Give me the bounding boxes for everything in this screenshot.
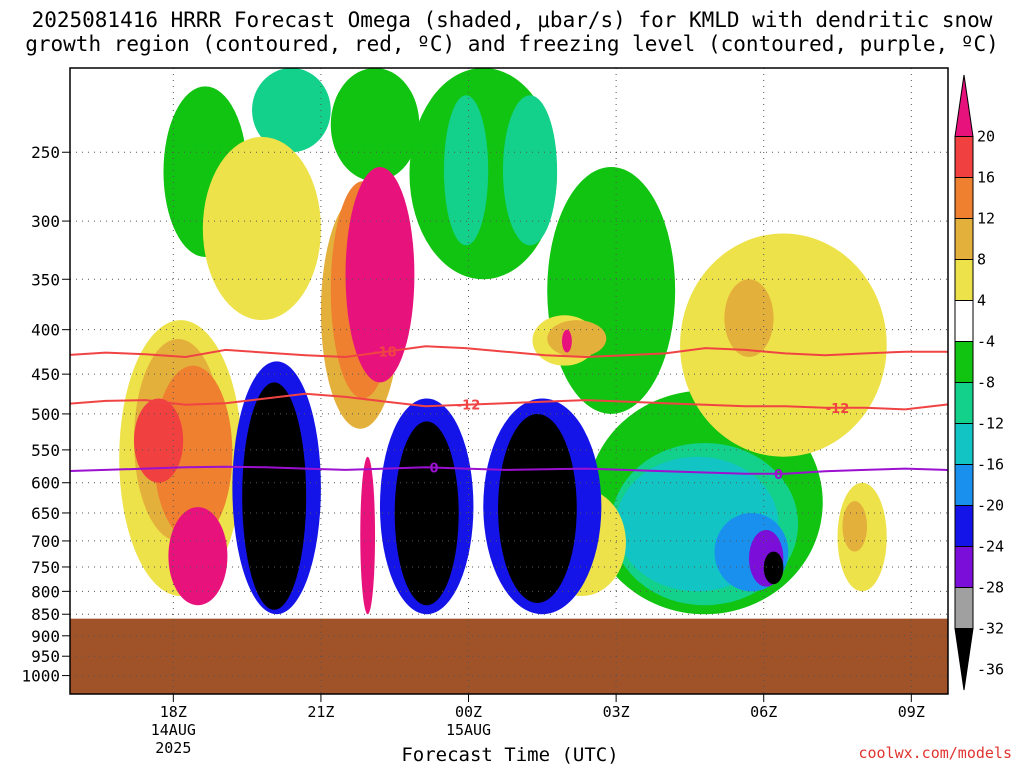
source-credit[interactable]: coolwx.com/models [858, 744, 1012, 762]
omega-region-22 [547, 320, 607, 357]
y-tick-label-400: 400 [31, 321, 60, 340]
colorbar-label-7: -12 [977, 415, 1004, 433]
colorbar-label-13: -36 [977, 661, 1004, 679]
colorbar-swatch-1 [954, 136, 974, 178]
omega-region-36 [498, 413, 577, 603]
y-axis: 250 300 350 400 450 500 550 600 650 700 750 800 850 9… [21, 143, 70, 686]
omega-region-37 [763, 551, 784, 585]
colorbar-swatch-9 [954, 464, 974, 506]
chart-title-line-2: growth region (contoured, red, ºC) and f… [25, 32, 999, 56]
omega-region-21 [842, 501, 868, 552]
colorbar-arrow-bottom [954, 628, 974, 691]
y-tick-label-950: 950 [31, 647, 60, 666]
y-tick-label-700: 700 [31, 532, 60, 551]
x-tick-label-00Z-0: 00Z [455, 703, 482, 721]
y-tick-label-850: 850 [31, 605, 60, 624]
contour-label-3: 0 [430, 461, 439, 476]
y-tick-label-800: 800 [31, 582, 60, 601]
x-tick-label-00Z-1: 15AUG [446, 721, 491, 739]
omega-region-28 [168, 507, 228, 606]
colorbar-swatch-5 [954, 300, 974, 342]
grid [70, 68, 948, 694]
omega-region-30 [562, 329, 572, 353]
colorbar-label-11: -28 [977, 579, 1004, 597]
omega-region-13 [202, 136, 321, 321]
x-tick-label-06Z-0: 06Z [750, 703, 777, 721]
omega-region-26 [133, 398, 184, 483]
y-tick-label-650: 650 [31, 504, 60, 523]
colorbar-swatch-4 [954, 259, 974, 301]
colorbar-label-0: 20 [977, 128, 995, 146]
y-tick-label-250: 250 [31, 143, 60, 162]
y-tick-label-350: 350 [31, 270, 60, 289]
colorbar-label-6: -8 [977, 374, 995, 392]
omega-region-20 [724, 279, 774, 357]
omega-region-5 [252, 68, 331, 153]
omega-region-1 [330, 68, 420, 182]
colorbar-swatch-7 [954, 382, 974, 424]
y-tick-label-600: 600 [31, 474, 60, 493]
y-tick-label-550: 550 [31, 441, 60, 460]
x-axis-label: Forecast Time (UTC) [401, 744, 619, 766]
colorbar-label-3: 8 [977, 251, 986, 269]
colorbar-label-12: -32 [977, 620, 1004, 638]
x-tick-label-03Z-0: 03Z [603, 703, 630, 721]
colorbar-label-1: 16 [977, 169, 995, 187]
y-tick-label-1000: 1000 [21, 667, 60, 686]
plot-frame [69, 67, 949, 695]
omega-region-34 [242, 382, 307, 610]
omega-region-3 [547, 167, 676, 414]
colorbar-swatch-3 [954, 218, 974, 260]
omega-shading [119, 68, 887, 615]
colorbar-swatch-8 [954, 423, 974, 465]
colorbar-arrow-top [954, 74, 974, 137]
colorbar: 20 16 12 8 4 -4 -8 -12 -16 -20 -24 -28 -32 -36 [954, 74, 1004, 691]
chart-title-line-1: 2025081416 HRRR Forecast Omega (shaded, … [31, 8, 993, 32]
colorbar-swatch-2 [954, 177, 974, 219]
x-tick-label-18Z-2: 2025 [155, 739, 191, 757]
colorbar-label-8: -16 [977, 456, 1004, 474]
colorbar-label-5: -4 [977, 333, 995, 351]
contour-label-2: -12 [826, 402, 850, 417]
omega-region-6 [443, 95, 489, 246]
omega-region-7 [502, 95, 558, 246]
colorbar-label-2: 12 [977, 210, 995, 228]
omega-region-14 [680, 233, 887, 457]
omega-region-29 [360, 456, 376, 615]
contour-label-1: -12 [457, 399, 481, 414]
colorbar-swatch-12 [954, 587, 974, 629]
x-tick-label-09Z-0: 09Z [898, 703, 925, 721]
colorbar-swatch-6 [954, 341, 974, 383]
colorbar-label-4: 4 [977, 292, 986, 310]
x-tick-label-21Z-0: 21Z [307, 703, 334, 721]
y-tick-label-750: 750 [31, 558, 60, 577]
y-tick-label-500: 500 [31, 405, 60, 424]
colorbar-label-10: -24 [977, 538, 1004, 556]
y-tick-label-300: 300 [31, 212, 60, 231]
contour-label-0: -18 [373, 346, 397, 361]
contour-line-0-3 [70, 465, 948, 475]
colorbar-swatch-10 [954, 505, 974, 547]
y-tick-label-900: 900 [31, 627, 60, 646]
contour-line--18-0 [70, 345, 948, 359]
colorbar-swatch-11 [954, 546, 974, 588]
contour-label-4: 0 [774, 468, 783, 483]
contour-line--12-1 [70, 392, 948, 411]
omega-region-27 [345, 167, 415, 383]
x-tick-label-18Z-1: 14AUG [151, 721, 196, 739]
colorbar-label-9: -20 [977, 497, 1004, 515]
y-tick-label-450: 450 [31, 365, 60, 384]
x-tick-label-18Z-0: 18Z [160, 703, 187, 721]
omega-region-35 [394, 421, 459, 606]
temperature-contours: -18 -12 -12 0 0 [70, 345, 948, 483]
